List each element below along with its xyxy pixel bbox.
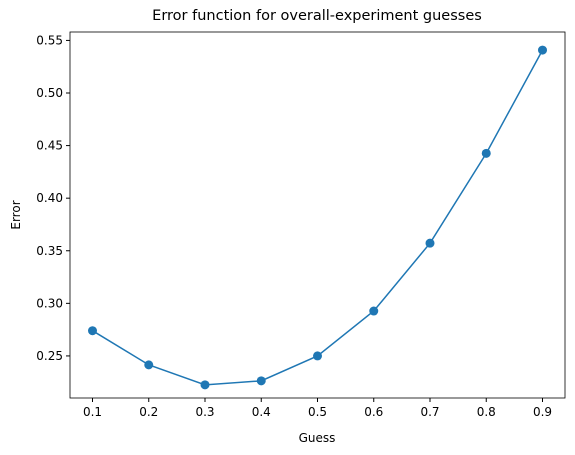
y-tick-label: 0.30 bbox=[36, 296, 63, 310]
chart-title: Error function for overall-experiment gu… bbox=[152, 8, 482, 24]
x-tick-label: 0.6 bbox=[364, 405, 383, 419]
data-point bbox=[256, 376, 266, 386]
data-point bbox=[425, 238, 435, 248]
x-tick-label: 0.4 bbox=[252, 405, 271, 419]
x-tick-label: 0.3 bbox=[195, 405, 214, 419]
data-point bbox=[144, 360, 154, 370]
y-tick-label: 0.50 bbox=[36, 86, 63, 100]
x-tick-label: 0.9 bbox=[533, 405, 552, 419]
x-tick-label: 0.2 bbox=[139, 405, 158, 419]
x-axis-label: Guess bbox=[299, 431, 336, 445]
y-axis-label: Error bbox=[9, 200, 23, 229]
x-tick-label: 0.8 bbox=[477, 405, 496, 419]
x-tick-label: 0.5 bbox=[308, 405, 327, 419]
data-point bbox=[481, 148, 491, 158]
y-tick-label: 0.25 bbox=[36, 349, 63, 363]
series-line bbox=[92, 49, 544, 386]
y-tick-label: 0.40 bbox=[36, 191, 63, 205]
data-point bbox=[200, 380, 210, 390]
x-tick-label: 0.7 bbox=[420, 405, 439, 419]
data-point bbox=[313, 351, 322, 361]
plot-frame bbox=[69, 31, 566, 399]
y-tick-label: 0.45 bbox=[36, 139, 63, 153]
y-tick-label: 0.35 bbox=[36, 244, 63, 258]
data-point bbox=[538, 45, 547, 55]
data-point bbox=[369, 306, 379, 316]
x-tick-label: 0.1 bbox=[83, 405, 102, 419]
data-point bbox=[88, 326, 97, 336]
y-tick-label: 0.55 bbox=[36, 33, 63, 47]
